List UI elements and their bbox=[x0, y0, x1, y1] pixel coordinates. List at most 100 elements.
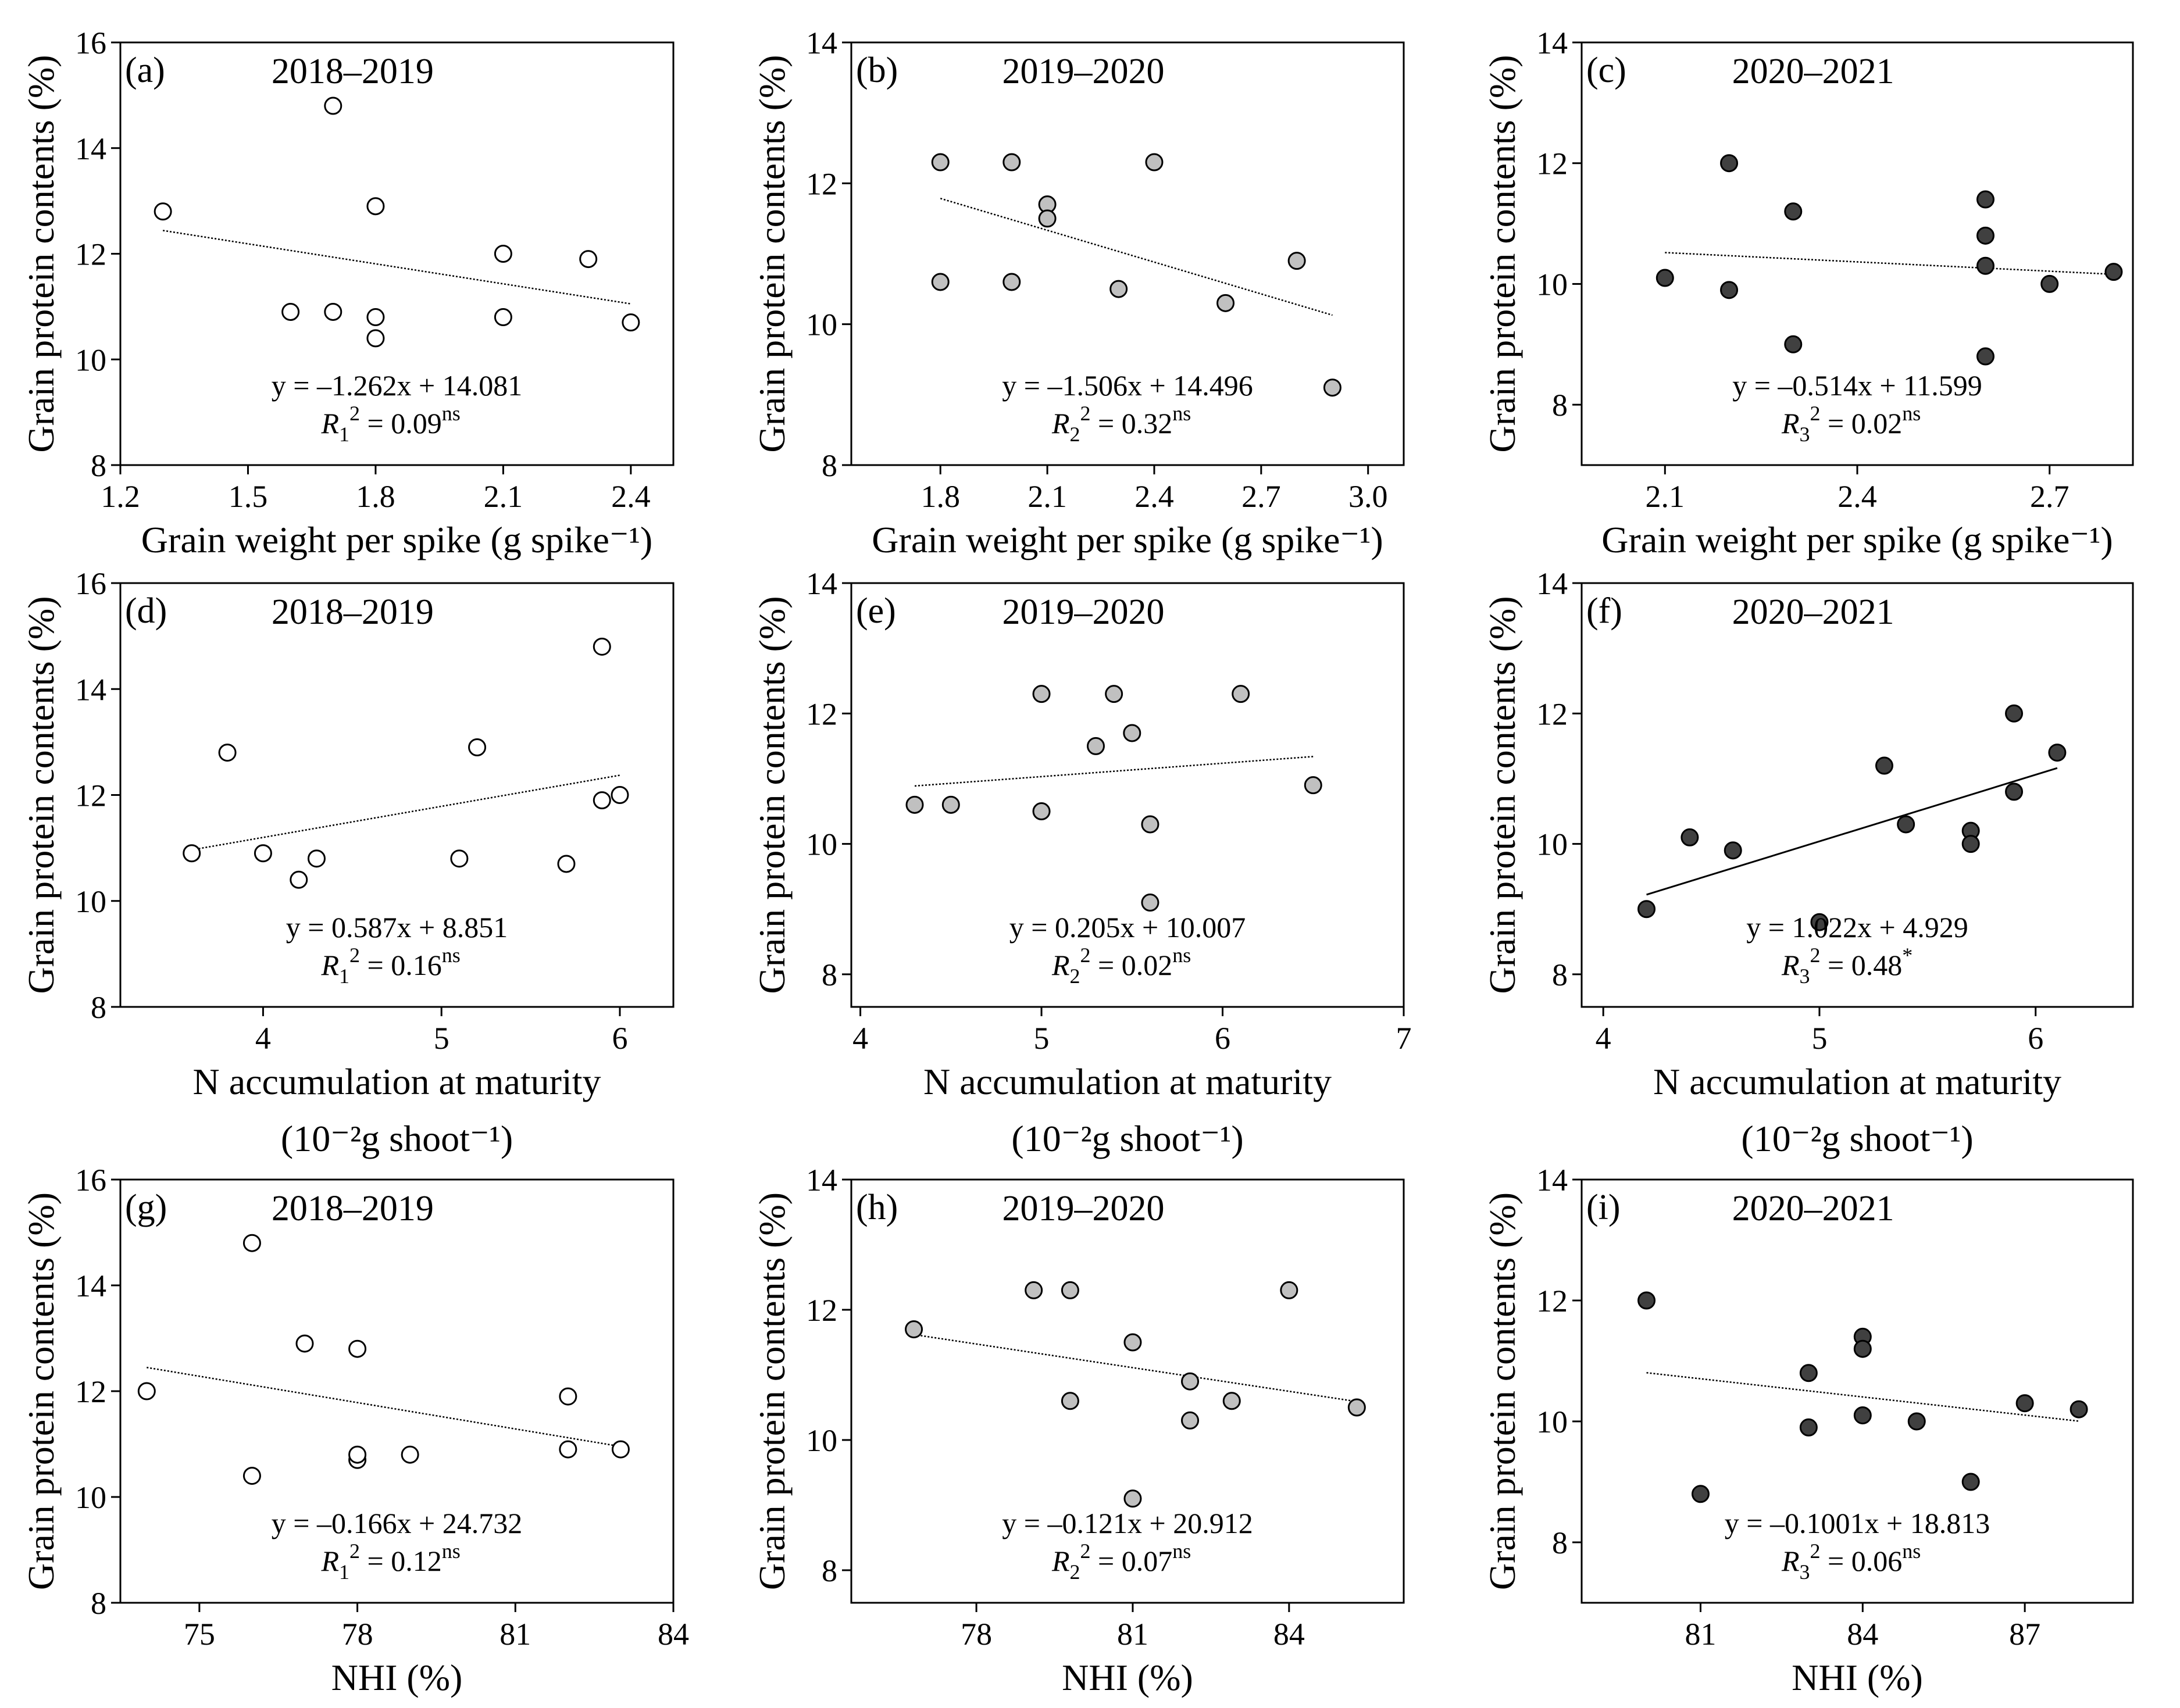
data-point bbox=[494, 308, 512, 327]
data-point bbox=[1002, 273, 1021, 291]
data-point bbox=[324, 97, 342, 115]
data-point bbox=[295, 1334, 314, 1353]
r-squared-significance: ns bbox=[1172, 944, 1191, 967]
data-point bbox=[1280, 1281, 1298, 1299]
data-point bbox=[931, 153, 950, 171]
x-axis-label: NHI (%) bbox=[331, 1657, 463, 1698]
data-point bbox=[1002, 153, 1021, 171]
data-point bbox=[1784, 202, 1803, 221]
data-point bbox=[611, 786, 629, 804]
panel-label: (e) bbox=[856, 591, 896, 631]
y-tick-label: 10 bbox=[806, 308, 837, 342]
data-point bbox=[348, 1445, 367, 1464]
data-point bbox=[1691, 1485, 1710, 1503]
r-squared-r2-label: R bbox=[1051, 949, 1070, 981]
plot-frame bbox=[850, 582, 1405, 1008]
data-point bbox=[1976, 226, 1995, 245]
regression-equation: y = –0.121x + 20.912 bbox=[1002, 1507, 1253, 1539]
y-tick-label: 14 bbox=[75, 1269, 106, 1303]
data-point bbox=[1181, 1372, 1200, 1391]
r-squared-r2-sub: 3 bbox=[1800, 423, 1810, 446]
regression-line bbox=[914, 1334, 1357, 1403]
r-squared-r2-sup: 2 bbox=[349, 402, 360, 425]
r-squared: R32 = 0.06ns bbox=[1781, 1539, 1921, 1584]
regression-equation: y = –1.262x + 14.081 bbox=[272, 369, 522, 402]
x-tick-label: 75 bbox=[184, 1617, 215, 1652]
data-point bbox=[1323, 378, 1341, 397]
data-point bbox=[941, 795, 960, 814]
r-squared-r2-value: = 0.48 bbox=[1821, 949, 1903, 981]
x-tick-label: 78 bbox=[342, 1617, 373, 1652]
r-squared-r2-value: = 0.32 bbox=[1091, 407, 1173, 439]
plot-frame bbox=[1580, 1178, 2134, 1604]
x-axis-label: N accumulation at maturity bbox=[193, 1061, 601, 1102]
regression-line bbox=[147, 1366, 621, 1448]
x-tick-label: 84 bbox=[658, 1617, 689, 1652]
data-point bbox=[1637, 1291, 1656, 1310]
y-tick-label: 8 bbox=[822, 957, 837, 992]
panel-label: (b) bbox=[856, 51, 898, 90]
x-tick-label: 5 bbox=[1034, 1021, 1050, 1056]
x-axis-unit-label: (10⁻²g shoot⁻¹) bbox=[281, 1118, 513, 1159]
data-point bbox=[1897, 815, 1915, 834]
y-tick-label: 10 bbox=[75, 342, 106, 377]
r-squared-r2-value: = 0.07 bbox=[1091, 1545, 1173, 1577]
data-point bbox=[348, 1339, 367, 1358]
x-tick-label: 5 bbox=[434, 1021, 449, 1056]
regression-line bbox=[1646, 1372, 2079, 1422]
y-tick-label: 12 bbox=[75, 237, 106, 272]
r-squared: R32 = 0.02ns bbox=[1781, 402, 1921, 446]
x-tick-label: 6 bbox=[612, 1021, 627, 1056]
panel-title: 2020–2021 bbox=[1732, 1189, 1894, 1228]
data-point bbox=[1720, 154, 1739, 173]
data-point bbox=[2104, 263, 2123, 281]
regression-equation: y = –0.1001x + 18.813 bbox=[1725, 1507, 1990, 1539]
data-point bbox=[557, 855, 576, 873]
r-squared-r2-label: R bbox=[321, 1545, 340, 1577]
y-tick-label: 12 bbox=[1536, 146, 1568, 181]
regression-equation: y = 0.205x + 10.007 bbox=[1009, 911, 1246, 944]
r-squared: R12 = 0.16ns bbox=[321, 944, 461, 988]
data-point bbox=[1655, 269, 1674, 287]
y-tick-label: 12 bbox=[1536, 696, 1568, 731]
r-squared-r2-sub: 3 bbox=[1800, 1560, 1810, 1584]
x-tick-label: 2.7 bbox=[1241, 479, 1281, 514]
x-tick-label: 78 bbox=[961, 1617, 992, 1652]
panel-title: 2018–2019 bbox=[272, 592, 434, 632]
y-tick-label: 10 bbox=[1536, 827, 1568, 862]
r-squared-r2-label: R bbox=[321, 949, 340, 981]
y-tick-label: 14 bbox=[1536, 566, 1568, 601]
data-point bbox=[468, 738, 487, 756]
panel-b: 8 10 12 14 1.8 2.1 2.4 2.7 3.0 Grain protein cont… bbox=[751, 26, 1405, 560]
x-tick-label: 1.5 bbox=[229, 479, 268, 514]
r-squared-r2-label: R bbox=[1781, 407, 1800, 439]
y-tick-label: 10 bbox=[75, 884, 106, 919]
data-point bbox=[281, 302, 300, 321]
data-point bbox=[1853, 1406, 1872, 1425]
panel-a: 8 10 12 14 16 1.2 1.5 1.8 2.1 2.4 Grain protein co… bbox=[20, 26, 675, 560]
y-tick-label: 12 bbox=[75, 1374, 106, 1409]
x-tick-label: 1.8 bbox=[920, 479, 960, 514]
data-point bbox=[1123, 1489, 1142, 1508]
y-tick-label: 8 bbox=[822, 1553, 837, 1588]
data-point bbox=[2015, 1394, 2034, 1413]
data-point bbox=[1907, 1412, 1926, 1431]
r-squared-r2-sub: 1 bbox=[339, 1560, 349, 1584]
y-tick-label: 10 bbox=[806, 827, 837, 862]
data-point bbox=[307, 849, 326, 868]
r-squared-r2-sup: 2 bbox=[1080, 1539, 1091, 1563]
y-tick-label: 16 bbox=[75, 1163, 106, 1198]
data-point bbox=[559, 1387, 577, 1406]
data-point bbox=[494, 245, 512, 263]
r-squared-r2-sub: 2 bbox=[1070, 964, 1080, 988]
data-point bbox=[1961, 1473, 1980, 1491]
y-tick-label: 10 bbox=[75, 1480, 106, 1515]
y-tick-label: 8 bbox=[1552, 1525, 1568, 1560]
data-point bbox=[1853, 1339, 1872, 1358]
data-point bbox=[1304, 776, 1322, 795]
data-point bbox=[1032, 802, 1051, 821]
data-point bbox=[1086, 737, 1105, 755]
r-squared-r2-label: R bbox=[321, 407, 340, 439]
y-tick-label: 12 bbox=[75, 778, 106, 813]
